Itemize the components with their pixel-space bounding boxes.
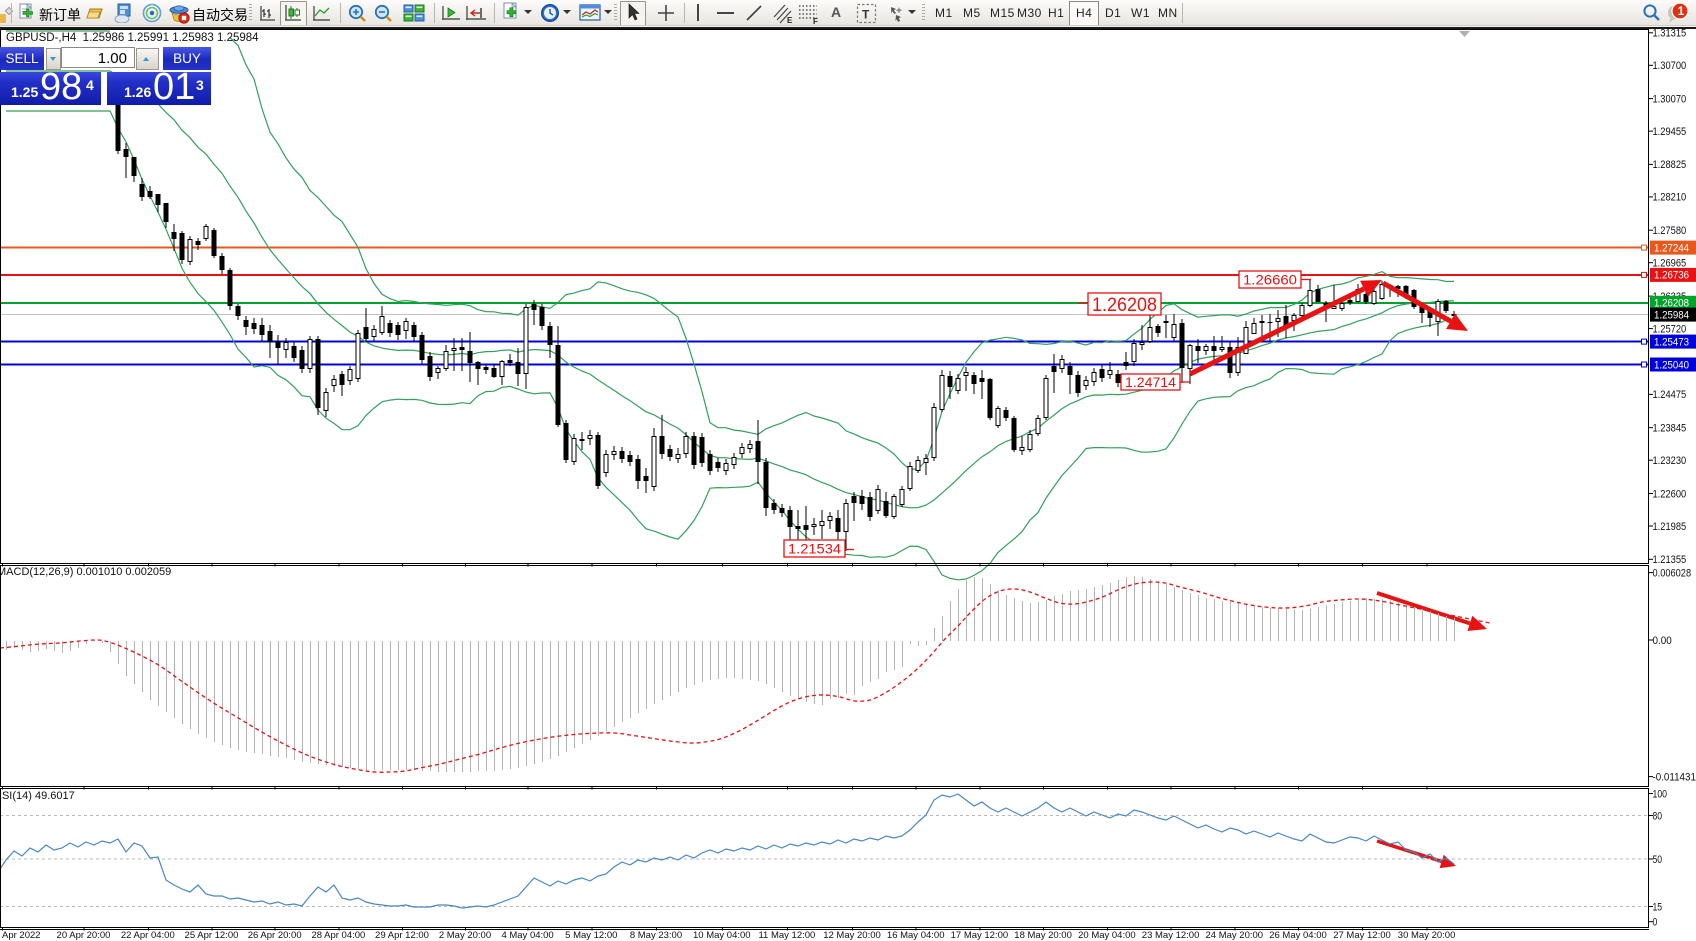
svg-text:4 May 04:00: 4 May 04:00 (501, 930, 553, 941)
svg-text:0.00: 0.00 (1653, 635, 1672, 647)
svg-text:26 Apr 20:00: 26 Apr 20:00 (248, 930, 302, 941)
svg-text:-0.011431: -0.011431 (1653, 771, 1696, 783)
svg-text:1.26660: 1.26660 (1243, 272, 1297, 287)
svg-text:1.29455: 1.29455 (1653, 126, 1687, 138)
svg-text:22 Apr 04:00: 22 Apr 04:00 (121, 930, 175, 941)
svg-text:2 May 20:00: 2 May 20:00 (439, 930, 491, 941)
svg-text:1.27580: 1.27580 (1653, 225, 1687, 237)
svg-text:20 Apr 20:00: 20 Apr 20:00 (57, 930, 111, 941)
svg-text:11 May 12:00: 11 May 12:00 (758, 930, 815, 941)
svg-text:1.21355: 1.21355 (1653, 554, 1687, 566)
svg-text:1.21534: 1.21534 (788, 541, 841, 557)
svg-text:E: E (787, 16, 793, 24)
svg-text:1.25040: 1.25040 (1654, 359, 1689, 371)
svg-text:16 May 04:00: 16 May 04:00 (887, 930, 945, 941)
svg-text:50: 50 (1653, 854, 1663, 866)
svg-text:80: 80 (1653, 810, 1663, 822)
svg-text:0: 0 (1653, 917, 1658, 929)
svg-text:1.30070: 1.30070 (1653, 93, 1687, 105)
svg-text:1.24714: 1.24714 (1125, 375, 1177, 390)
svg-text:28 Apr 04:00: 28 Apr 04:00 (311, 930, 365, 941)
svg-text:30 May 20:00: 30 May 20:00 (1398, 930, 1456, 941)
svg-text:RSI(14) 49.6017: RSI(14) 49.6017 (0, 790, 75, 802)
svg-text:1.25473: 1.25473 (1654, 336, 1689, 348)
svg-text:1.28825: 1.28825 (1653, 159, 1687, 171)
svg-text:1.21985: 1.21985 (1653, 521, 1687, 533)
svg-text:1.25984: 1.25984 (1654, 309, 1689, 321)
svg-text:MACD(12,26,9) 0.001010 0.00205: MACD(12,26,9) 0.001010 0.002059 (0, 566, 171, 578)
svg-text:100: 100 (1653, 788, 1668, 800)
svg-text:1.23845: 1.23845 (1653, 423, 1687, 435)
svg-text:1.28210: 1.28210 (1653, 192, 1687, 204)
svg-text:24 May 20:00: 24 May 20:00 (1206, 930, 1264, 941)
svg-text:1.26736: 1.26736 (1654, 270, 1689, 282)
svg-text:8 May 23:00: 8 May 23:00 (630, 930, 682, 941)
svg-text:1: 1 (1678, 4, 1685, 18)
svg-text:27 May 12:00: 27 May 12:00 (1333, 930, 1391, 941)
svg-text:Apr 2022: Apr 2022 (2, 930, 41, 941)
svg-text:29 Apr 12:00: 29 Apr 12:00 (375, 930, 429, 941)
svg-text:18 May 20:00: 18 May 20:00 (1014, 930, 1072, 941)
svg-text:GBPUSD-,H4 1.25986 1.25991 1.: GBPUSD-,H4 1.25986 1.25991 1.25983 1.259… (6, 32, 259, 44)
svg-text:1.30700: 1.30700 (1653, 60, 1687, 72)
svg-text:15: 15 (1653, 901, 1663, 913)
svg-text:1.27244: 1.27244 (1654, 242, 1689, 254)
svg-text:12 May 20:00: 12 May 20:00 (823, 930, 881, 941)
svg-text:5 May 12:00: 5 May 12:00 (565, 930, 617, 941)
svg-text:1.22600: 1.22600 (1653, 488, 1687, 500)
svg-text:1.25720: 1.25720 (1653, 323, 1687, 335)
svg-text:1.31315: 1.31315 (1653, 29, 1687, 40)
svg-text:1.23230: 1.23230 (1653, 455, 1687, 467)
svg-text:T: T (862, 8, 870, 22)
svg-text:1.26965: 1.26965 (1653, 258, 1687, 270)
svg-text:F: F (813, 17, 818, 24)
svg-text:1.24475: 1.24475 (1653, 389, 1687, 401)
svg-text:1.26208: 1.26208 (1092, 295, 1157, 316)
svg-text:26 May 04:00: 26 May 04:00 (1269, 930, 1327, 941)
svg-text:23 May 12:00: 23 May 12:00 (1142, 930, 1200, 941)
svg-text:1.26208: 1.26208 (1654, 298, 1689, 310)
svg-text:10 May 04:00: 10 May 04:00 (693, 930, 751, 941)
svg-text:20 May 04:00: 20 May 04:00 (1078, 930, 1136, 941)
svg-text:25 Apr 12:00: 25 Apr 12:00 (185, 930, 239, 941)
svg-text:17 May 12:00: 17 May 12:00 (951, 930, 1009, 941)
svg-text:0.006028: 0.006028 (1653, 567, 1692, 579)
